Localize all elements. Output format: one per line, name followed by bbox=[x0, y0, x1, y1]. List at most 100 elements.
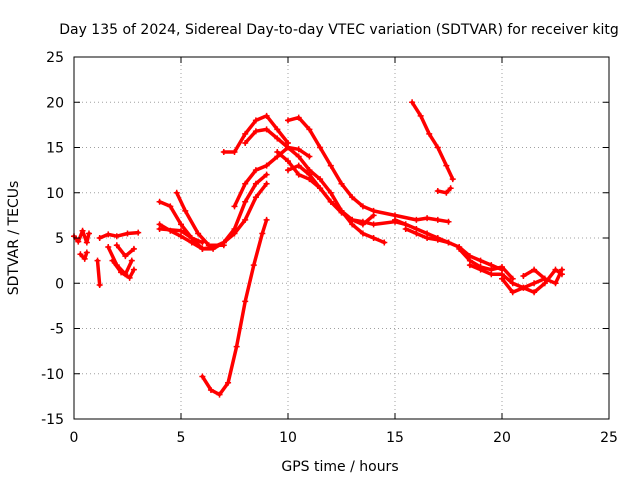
data-point-marker bbox=[135, 229, 142, 236]
series-arc-v bbox=[434, 185, 454, 196]
data-point-marker bbox=[263, 126, 270, 133]
y-tick-label: 0 bbox=[55, 276, 64, 292]
data-point-marker bbox=[81, 255, 88, 262]
data-point-marker bbox=[338, 180, 345, 187]
data-point-marker bbox=[274, 126, 281, 133]
y-tick-label: -15 bbox=[41, 412, 64, 428]
data-point-marker bbox=[409, 99, 416, 106]
data-point-marker bbox=[199, 245, 206, 252]
data-point-marker bbox=[285, 158, 291, 165]
data-point-marker bbox=[466, 262, 473, 269]
data-point-marker bbox=[417, 112, 424, 119]
data-point-marker bbox=[445, 239, 452, 246]
chart-title: Day 135 of 2024, Sidereal Day-to-day VTE… bbox=[59, 22, 619, 38]
data-point-marker bbox=[413, 216, 420, 223]
y-tick-label: -10 bbox=[41, 367, 64, 383]
data-point-marker bbox=[167, 203, 174, 210]
data-point-marker bbox=[509, 280, 516, 287]
series-trace bbox=[243, 127, 387, 245]
data-point-marker bbox=[295, 153, 302, 160]
y-tick-label: -5 bbox=[50, 322, 64, 338]
series-arc-d bbox=[96, 229, 142, 241]
data-point-marker bbox=[359, 203, 366, 210]
data-point-marker bbox=[434, 187, 441, 194]
data-point-marker bbox=[447, 185, 454, 192]
data-point-marker bbox=[413, 230, 420, 237]
data-point-marker bbox=[274, 149, 281, 156]
data-point-marker bbox=[220, 149, 227, 156]
series-arc-m bbox=[220, 112, 291, 156]
series-arc-c bbox=[94, 257, 103, 289]
data-point-marker bbox=[306, 126, 313, 133]
series-trace bbox=[457, 247, 515, 281]
data-point-marker bbox=[79, 227, 86, 234]
data-point-marker bbox=[156, 225, 163, 232]
data-point-marker bbox=[205, 242, 212, 249]
data-point-marker bbox=[359, 221, 366, 228]
data-point-marker bbox=[156, 198, 163, 205]
data-point-marker bbox=[231, 230, 238, 237]
data-point-marker bbox=[274, 135, 281, 142]
data-point-marker bbox=[263, 112, 270, 119]
data-point-marker bbox=[370, 221, 377, 228]
series-trace bbox=[97, 230, 140, 240]
data-point-marker bbox=[359, 230, 366, 237]
data-point-marker bbox=[488, 271, 495, 278]
series-arc-y bbox=[499, 266, 565, 296]
data-point-marker bbox=[178, 221, 184, 228]
data-point-marker bbox=[295, 171, 302, 178]
x-tick-label: 15 bbox=[386, 430, 404, 446]
x-tick-label: 0 bbox=[70, 430, 79, 446]
data-point-marker bbox=[242, 216, 249, 223]
data-point-marker bbox=[402, 225, 409, 232]
data-point-marker bbox=[105, 231, 112, 238]
data-point-marker bbox=[520, 273, 527, 280]
data-point-marker bbox=[263, 162, 270, 169]
data-point-marker bbox=[327, 162, 334, 169]
data-point-marker bbox=[381, 239, 388, 246]
data-point-marker bbox=[126, 274, 133, 281]
data-point-marker bbox=[225, 379, 232, 386]
data-point-marker bbox=[327, 198, 334, 205]
data-point-marker bbox=[541, 275, 548, 282]
series-arc-r bbox=[285, 162, 377, 228]
data-traces bbox=[71, 99, 565, 398]
series-arc-l bbox=[199, 216, 270, 398]
series-arc-q bbox=[285, 114, 452, 225]
data-point-marker bbox=[130, 266, 137, 273]
data-point-marker bbox=[113, 233, 120, 240]
data-point-marker bbox=[263, 171, 270, 178]
y-tick-label: 5 bbox=[55, 231, 64, 247]
data-point-marker bbox=[242, 198, 249, 205]
data-point-marker bbox=[306, 153, 313, 160]
data-point-marker bbox=[295, 146, 302, 153]
data-point-marker bbox=[434, 236, 441, 243]
data-point-marker bbox=[520, 284, 527, 291]
x-tick-label: 5 bbox=[177, 430, 186, 446]
data-point-marker bbox=[109, 257, 116, 264]
data-point-marker bbox=[477, 257, 484, 264]
data-point-marker bbox=[263, 216, 270, 223]
data-point-marker bbox=[105, 244, 112, 251]
data-point-marker bbox=[263, 180, 270, 187]
data-point-marker bbox=[124, 230, 131, 237]
x-tick-label: 25 bbox=[600, 430, 618, 446]
data-point-marker bbox=[449, 176, 456, 183]
series-arc-o bbox=[242, 126, 388, 246]
grid-lines bbox=[74, 57, 609, 419]
data-point-marker bbox=[83, 249, 90, 256]
data-point-marker bbox=[285, 117, 291, 124]
data-point-marker bbox=[392, 216, 398, 223]
series-trace bbox=[157, 227, 205, 245]
series-arc-u bbox=[409, 99, 456, 183]
data-point-marker bbox=[96, 282, 103, 289]
data-point-marker bbox=[370, 212, 377, 219]
data-point-marker bbox=[113, 242, 120, 249]
y-tick-label: 15 bbox=[46, 141, 64, 157]
data-point-marker bbox=[122, 253, 129, 260]
data-point-marker bbox=[188, 235, 195, 241]
data-point-marker bbox=[259, 230, 266, 237]
data-point-marker bbox=[173, 189, 180, 196]
series-arc-t bbox=[402, 225, 452, 246]
